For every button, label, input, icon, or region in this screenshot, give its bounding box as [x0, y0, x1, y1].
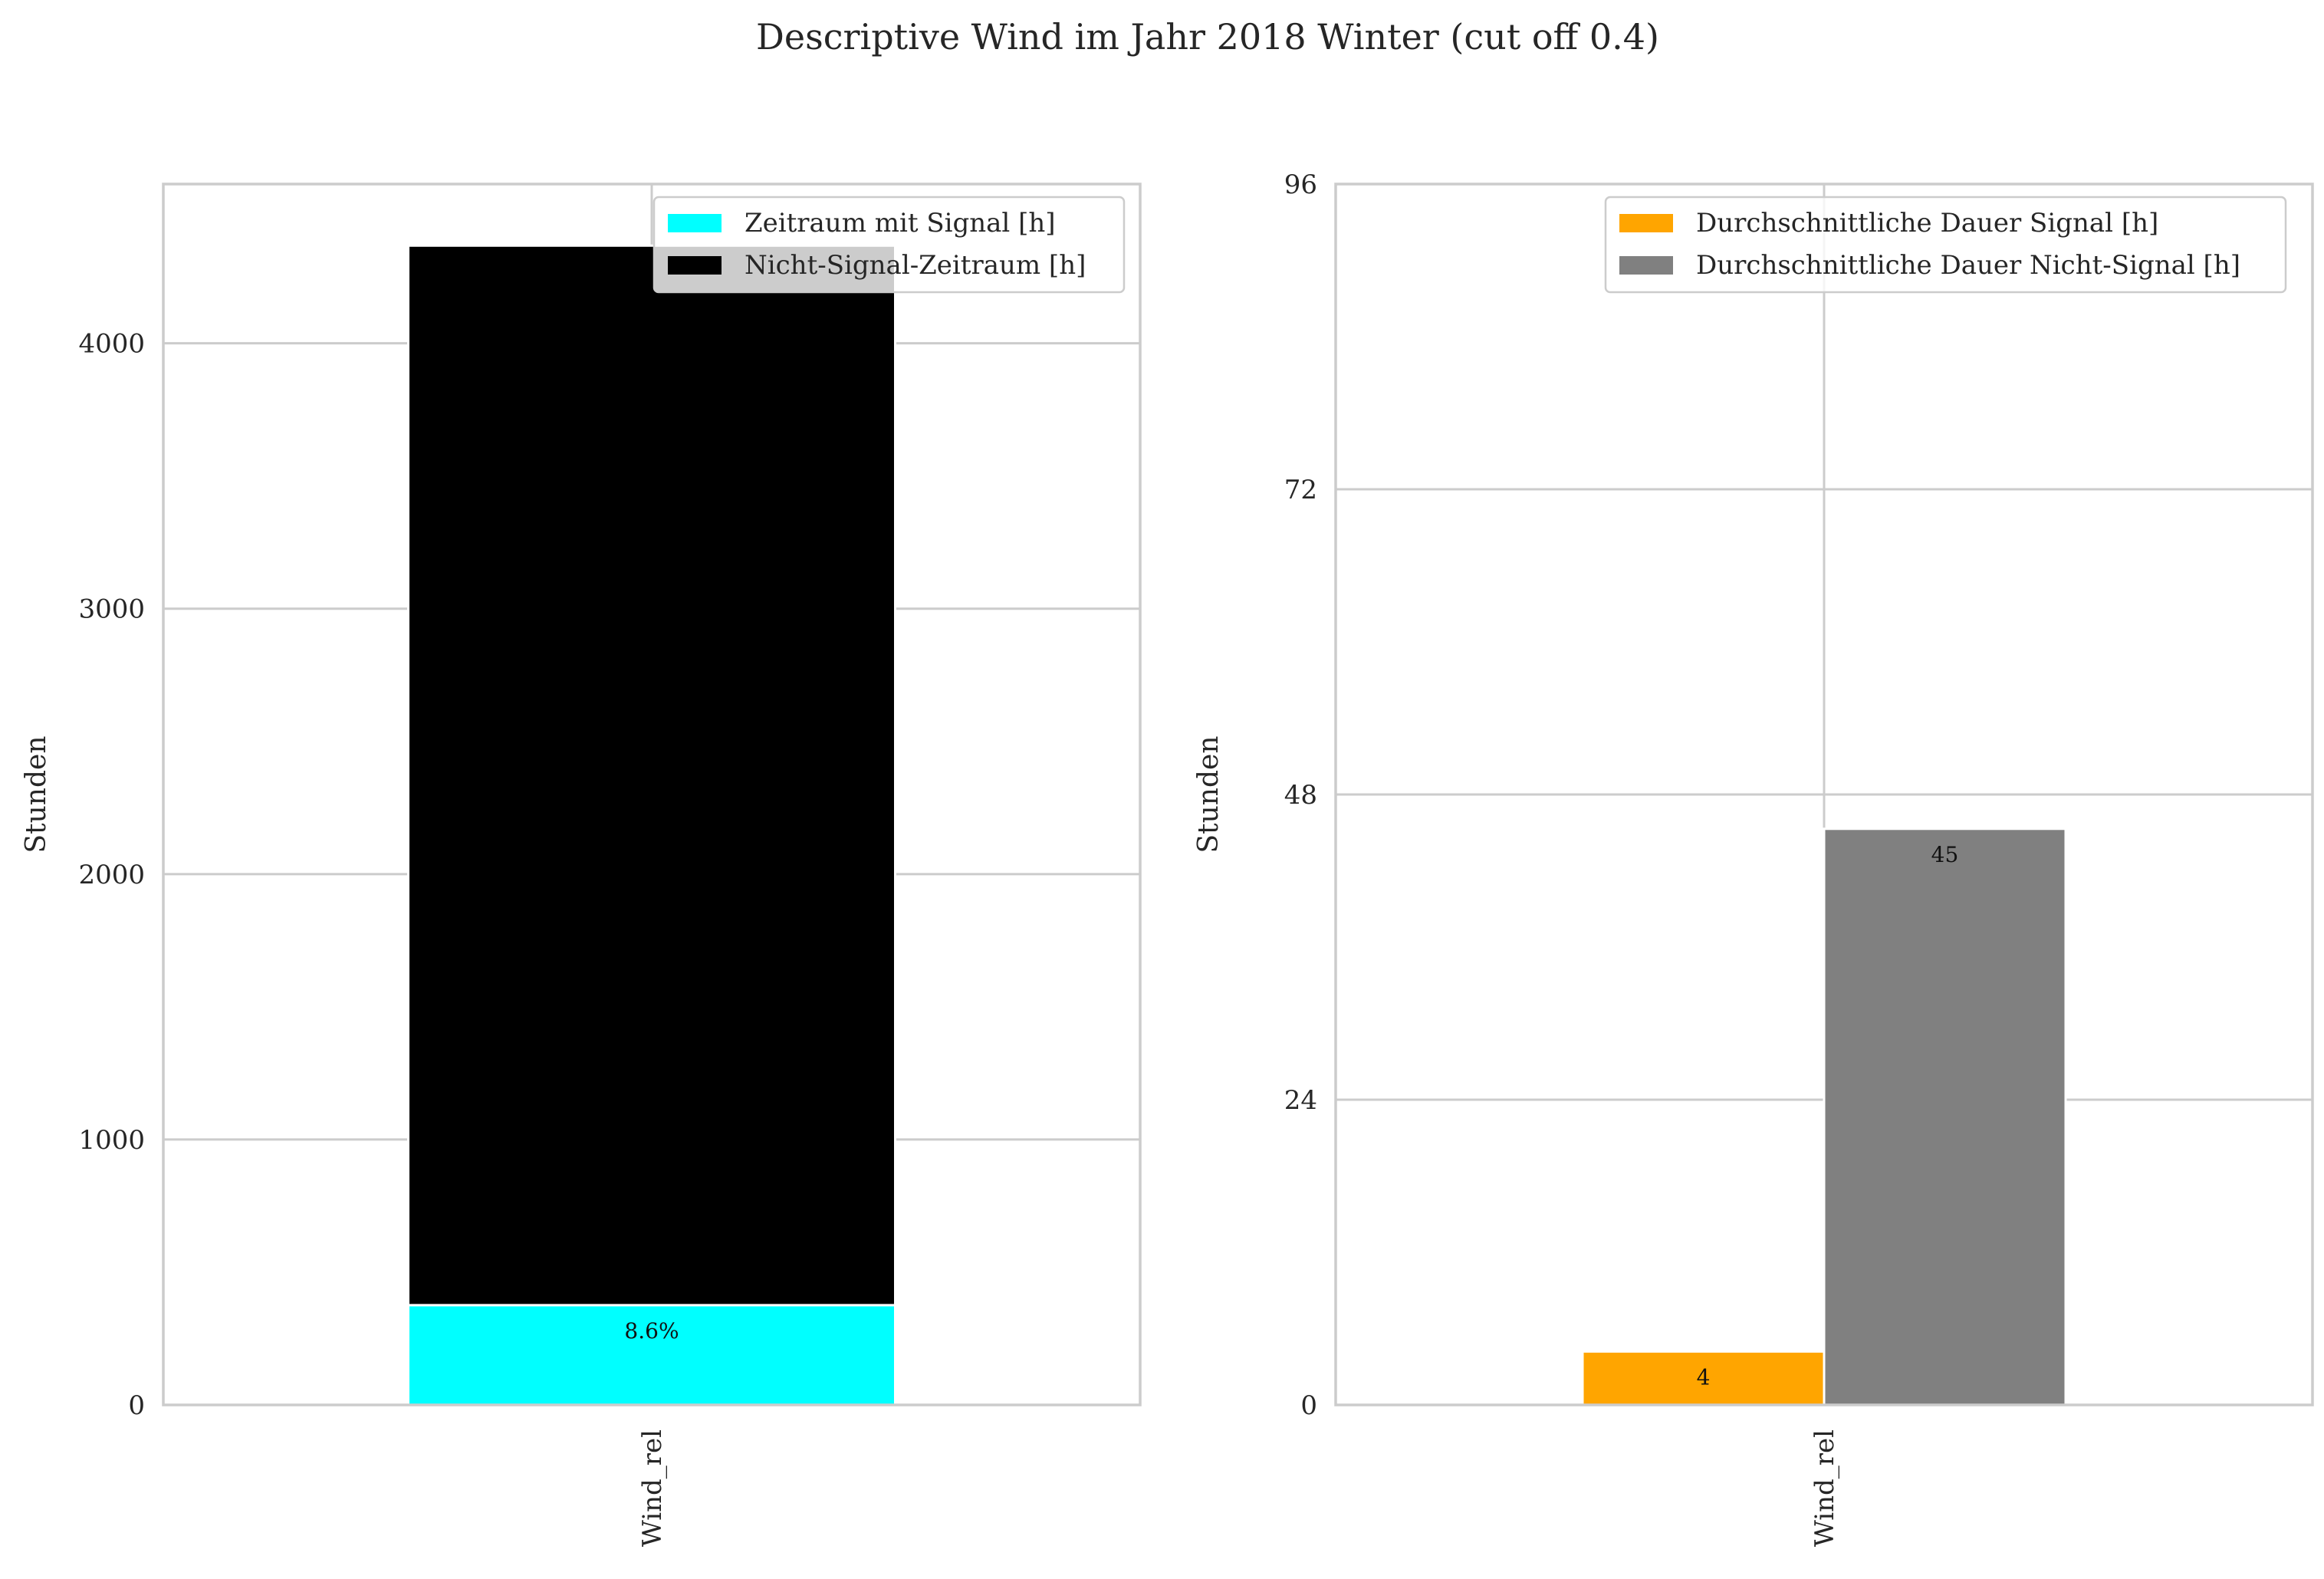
legend-swatch: [1619, 214, 1673, 232]
legend-label: Durchschnittliche Dauer Signal [h]: [1696, 208, 2158, 238]
axes-frame: [1334, 183, 2314, 1406]
bar-data-label: 8.6%: [624, 1318, 679, 1344]
bar-data-label: 4: [1697, 1364, 1711, 1390]
bar: [1823, 827, 2067, 1406]
y-tick-label: 96: [1284, 169, 1317, 200]
legend-box: [1604, 196, 2287, 294]
y-tick-label: 4000: [78, 329, 145, 360]
y-tick-label: 1000: [78, 1125, 145, 1156]
bar-segment: [407, 1304, 896, 1406]
legend-label: Zeitraum mit Signal [h]: [745, 208, 1056, 238]
left-chart: 0 1000 2000 3000 4000 8.6% Wind_rel Stunden Zeit…: [21, 183, 1142, 1547]
y-tick-label: 24: [1284, 1085, 1317, 1116]
legend: Durchschnittliche Dauer Signal [h] Durchs…: [1604, 196, 2287, 294]
figure-title: Descriptive Wind im Jahr 2018 Winter (cu…: [756, 16, 1659, 58]
legend-swatch: [668, 214, 722, 232]
bar-segment: [407, 244, 896, 1307]
legend-swatch: [668, 256, 722, 275]
legend-box: [652, 196, 1126, 294]
x-tick-label: Wind_rel: [637, 1429, 668, 1547]
axes-frame: [162, 183, 1142, 1406]
y-tick-label: 3000: [78, 594, 145, 625]
y-axis-label: Stunden: [1193, 735, 1224, 853]
legend: Zeitraum mit Signal [h] Nicht-Signal-Zeit…: [652, 196, 1126, 294]
legend-label: Nicht-Signal-Zeitraum [h]: [745, 250, 1086, 281]
legend-label: Durchschnittliche Dauer Nicht-Signal [h]: [1696, 250, 2240, 281]
x-tick-label: Wind_rel: [1810, 1429, 1840, 1547]
y-tick-label: 0: [128, 1390, 145, 1421]
bar-data-label: 45: [1931, 842, 1959, 867]
y-axis-label: Stunden: [21, 735, 52, 853]
legend-swatch: [1619, 256, 1673, 275]
y-tick-label: 72: [1284, 475, 1317, 505]
y-tick-label: 2000: [78, 860, 145, 890]
y-tick-label: 0: [1300, 1390, 1317, 1421]
y-tick-label: 48: [1284, 780, 1317, 811]
right-chart: 0 24 48 72 96 4 45 Wind_rel Stunden Durchschnittl…: [1193, 169, 2314, 1547]
